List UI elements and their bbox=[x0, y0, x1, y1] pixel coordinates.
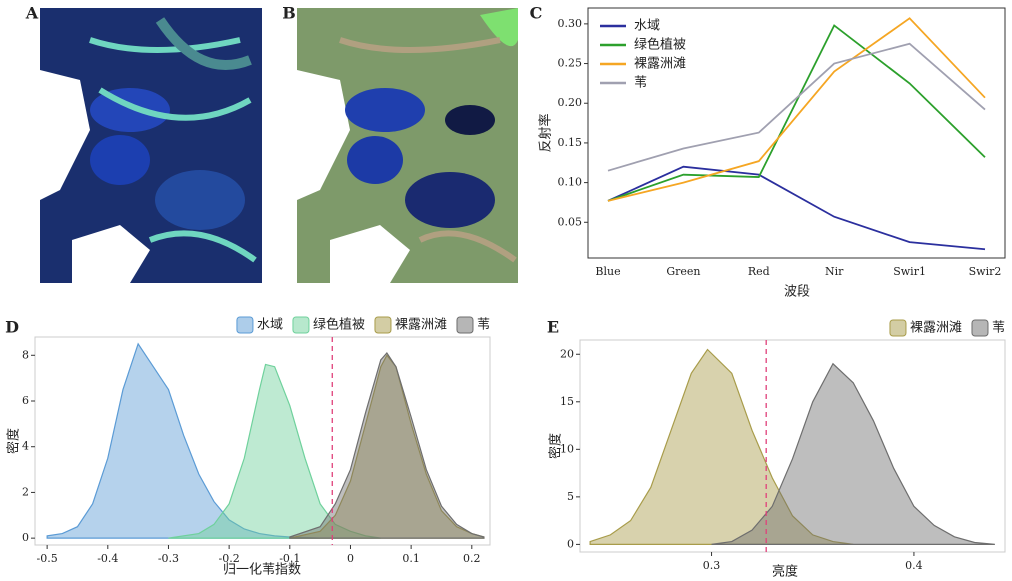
x-axis-label: 亮度 bbox=[772, 564, 798, 580]
y-axis-label: 密度 bbox=[6, 428, 22, 454]
x-tick-label: 0 bbox=[347, 552, 354, 565]
legend-swatch bbox=[374, 316, 392, 334]
y-tick-label: 6 bbox=[22, 394, 29, 407]
density-area bbox=[168, 363, 381, 539]
density-area bbox=[289, 352, 485, 539]
panel-label: B bbox=[282, 4, 296, 23]
legend-swatch bbox=[889, 319, 907, 337]
x-tick-label: Blue bbox=[595, 265, 620, 278]
y-tick-label: 0.05 bbox=[558, 215, 583, 228]
line bbox=[607, 24, 986, 202]
legend-swatch bbox=[236, 316, 254, 334]
legend-swatch bbox=[456, 316, 474, 334]
panel-label: E bbox=[547, 318, 559, 337]
y-tick-label: 0.25 bbox=[558, 57, 583, 70]
plot-frame bbox=[34, 336, 491, 546]
legend-swatch bbox=[292, 316, 310, 334]
density-area bbox=[711, 362, 995, 545]
line bbox=[607, 17, 986, 202]
line bbox=[607, 42, 986, 172]
x-tick-label: Red bbox=[748, 265, 770, 278]
y-axis-label: 密度 bbox=[548, 433, 564, 459]
legend-label: 裸露洲滩 bbox=[910, 321, 962, 336]
y-tick-label: 10 bbox=[560, 442, 574, 455]
y-tick-label: 0 bbox=[22, 531, 29, 544]
y-tick-label: 20 bbox=[560, 347, 574, 360]
y-tick-label: 0.10 bbox=[558, 176, 583, 189]
y-tick-label: 0 bbox=[567, 537, 574, 550]
legend-label: 绿色植被 bbox=[313, 317, 365, 333]
legend-label: 苇 bbox=[634, 76, 647, 91]
image-a bbox=[40, 8, 262, 283]
x-tick-label: Swir2 bbox=[969, 265, 1002, 278]
legend-label: 裸露洲滩 bbox=[395, 318, 447, 333]
x-axis-label: 波段 bbox=[784, 285, 810, 300]
x-tick-label: 0.3 bbox=[703, 559, 721, 572]
legend-label: 苇 bbox=[477, 318, 490, 333]
y-tick-label: 4 bbox=[22, 440, 29, 453]
y-tick-label: 8 bbox=[22, 348, 29, 361]
x-tick-label: Nir bbox=[825, 265, 844, 278]
plot-frame bbox=[587, 7, 1006, 259]
y-tick-label: 0.15 bbox=[558, 136, 583, 149]
x-tick-label: Green bbox=[666, 265, 700, 278]
image-b bbox=[297, 8, 518, 283]
legend-label: 绿色植被 bbox=[634, 37, 686, 53]
y-tick-label: 2 bbox=[22, 485, 29, 498]
density-area bbox=[589, 348, 854, 545]
y-tick-label: 0.20 bbox=[558, 96, 583, 109]
x-axis-label: 归一化苇指数 bbox=[223, 563, 301, 578]
x-tick-label: 0.2 bbox=[463, 552, 481, 565]
y-tick-label: 15 bbox=[560, 395, 574, 408]
legend-swatch bbox=[971, 319, 989, 337]
x-tick-label: -0.5 bbox=[37, 552, 58, 565]
x-tick-label: -0.1 bbox=[279, 552, 300, 565]
x-tick-label: Swir1 bbox=[893, 265, 926, 278]
legend-label: 裸露洲滩 bbox=[634, 57, 686, 72]
x-tick-label: -0.2 bbox=[219, 552, 240, 565]
legend-label: 苇 bbox=[992, 321, 1005, 336]
x-tick-label: -0.3 bbox=[158, 552, 179, 565]
panel-label: D bbox=[5, 318, 19, 337]
density-area bbox=[46, 342, 321, 539]
legend-label: 水域 bbox=[257, 318, 283, 333]
x-tick-label: 0.1 bbox=[402, 552, 420, 565]
x-tick-label: -0.4 bbox=[97, 552, 118, 565]
plot-frame bbox=[579, 339, 1006, 553]
y-tick-label: 5 bbox=[567, 490, 574, 503]
legend-label: 水域 bbox=[634, 19, 660, 34]
x-tick-label: 0.4 bbox=[905, 559, 923, 572]
panel-label: A bbox=[25, 4, 39, 23]
panel-label: C bbox=[530, 4, 543, 23]
y-tick-label: 0.30 bbox=[558, 17, 583, 30]
line bbox=[607, 165, 986, 251]
y-axis-label: 反射率 bbox=[538, 113, 554, 152]
